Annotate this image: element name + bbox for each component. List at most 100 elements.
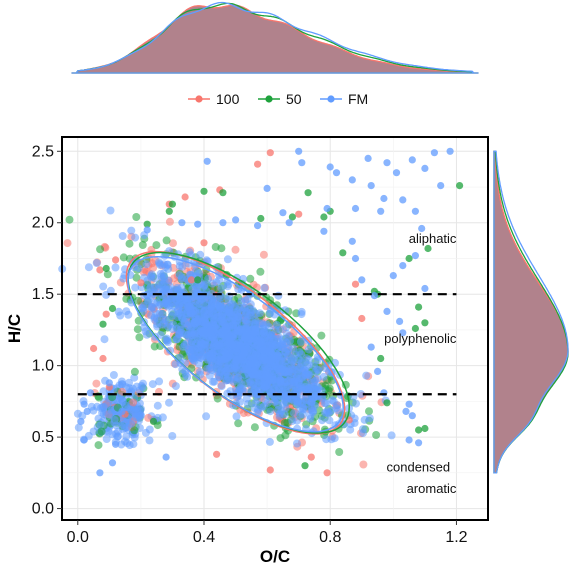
data-point bbox=[383, 159, 391, 167]
cluster-point bbox=[199, 330, 208, 339]
cluster-point bbox=[145, 436, 154, 445]
cluster-point bbox=[246, 305, 255, 314]
cluster-point bbox=[213, 325, 222, 334]
cluster-point bbox=[241, 325, 250, 333]
legend-label: FM bbox=[348, 91, 368, 107]
data-point bbox=[295, 147, 303, 155]
data-point bbox=[415, 303, 423, 311]
y-tick-label: 1.0 bbox=[32, 358, 54, 375]
annotation-label: condensed bbox=[387, 459, 451, 474]
data-point bbox=[90, 344, 98, 353]
data-point bbox=[377, 207, 385, 215]
cluster-point bbox=[221, 349, 230, 358]
cluster-point bbox=[207, 309, 216, 318]
cluster-point bbox=[134, 264, 143, 273]
cluster-point bbox=[306, 414, 315, 423]
cluster-point bbox=[206, 326, 215, 335]
cluster-point bbox=[271, 326, 280, 334]
data-point bbox=[105, 379, 113, 387]
cluster-point bbox=[169, 239, 177, 248]
cluster-point bbox=[289, 409, 298, 418]
cluster-point bbox=[211, 360, 220, 369]
data-point bbox=[411, 207, 419, 215]
data-point bbox=[298, 159, 306, 167]
data-point bbox=[383, 399, 391, 407]
cluster-point bbox=[96, 245, 105, 254]
cluster-point bbox=[319, 372, 328, 381]
cluster-point bbox=[256, 267, 265, 276]
data-point bbox=[165, 207, 173, 215]
data-point bbox=[456, 182, 464, 190]
data-point bbox=[143, 226, 151, 234]
cluster-point bbox=[324, 386, 333, 395]
cluster-point bbox=[278, 381, 287, 390]
cluster-point bbox=[147, 270, 156, 279]
data-point bbox=[358, 314, 366, 323]
cluster-point bbox=[141, 327, 150, 336]
cluster-point bbox=[127, 419, 136, 428]
data-point bbox=[118, 407, 126, 415]
cluster-point bbox=[158, 309, 167, 318]
cluster-point bbox=[179, 342, 188, 351]
data-point bbox=[149, 417, 158, 425]
cluster-point bbox=[152, 241, 161, 250]
cluster-point bbox=[311, 367, 319, 376]
cluster-point bbox=[74, 423, 83, 432]
y-density-curve bbox=[493, 150, 569, 474]
cluster-point bbox=[360, 415, 369, 424]
cluster-point bbox=[171, 382, 180, 391]
cluster-point bbox=[153, 322, 162, 331]
cluster-point bbox=[145, 425, 154, 434]
data-point bbox=[200, 239, 208, 247]
data-point bbox=[266, 466, 274, 474]
cluster-point bbox=[226, 300, 235, 309]
cluster-point bbox=[335, 448, 344, 456]
data-point bbox=[405, 400, 413, 408]
reference-lines bbox=[77, 293, 457, 396]
data-point bbox=[408, 412, 416, 420]
data-point bbox=[424, 244, 432, 253]
data-point bbox=[370, 292, 378, 300]
annotation-label: aliphatic bbox=[409, 231, 457, 246]
cluster-point bbox=[113, 432, 122, 441]
x-tick-label: 0.4 bbox=[193, 529, 215, 546]
legend-key-point bbox=[327, 95, 335, 103]
cluster-point bbox=[209, 298, 218, 307]
cluster-point bbox=[168, 432, 177, 440]
cluster-point bbox=[255, 309, 264, 318]
data-point bbox=[351, 280, 360, 288]
cluster-point bbox=[132, 382, 141, 391]
y-tick-label: 2.0 bbox=[32, 215, 54, 232]
data-point bbox=[405, 436, 413, 444]
cluster-point bbox=[150, 342, 159, 351]
cluster-point bbox=[253, 396, 262, 404]
data-point bbox=[437, 182, 445, 190]
cluster-point bbox=[162, 297, 171, 306]
cluster-point bbox=[99, 282, 108, 291]
cluster-point bbox=[163, 260, 172, 269]
data-point bbox=[415, 426, 423, 434]
data-point bbox=[112, 256, 120, 264]
y-axis-title: H/C bbox=[5, 314, 24, 343]
cluster-point bbox=[196, 342, 205, 350]
data-point bbox=[194, 276, 202, 284]
cluster-point bbox=[183, 297, 192, 306]
data-point bbox=[348, 176, 356, 184]
legend-label: 50 bbox=[286, 91, 302, 107]
data-point bbox=[421, 284, 429, 293]
cluster-point bbox=[84, 263, 93, 272]
cluster-point bbox=[232, 412, 241, 421]
cluster-point bbox=[317, 331, 326, 340]
data-point bbox=[108, 304, 117, 313]
data-point bbox=[301, 462, 309, 470]
data-point bbox=[446, 147, 454, 155]
cluster-point bbox=[234, 419, 243, 428]
data-point bbox=[358, 276, 366, 284]
cluster-point bbox=[226, 387, 235, 396]
cluster-point bbox=[254, 405, 263, 414]
cluster-point bbox=[205, 346, 214, 355]
cluster-point bbox=[215, 302, 224, 311]
cluster-point bbox=[259, 250, 268, 259]
cluster-point bbox=[302, 354, 311, 363]
cluster-point bbox=[130, 367, 139, 376]
